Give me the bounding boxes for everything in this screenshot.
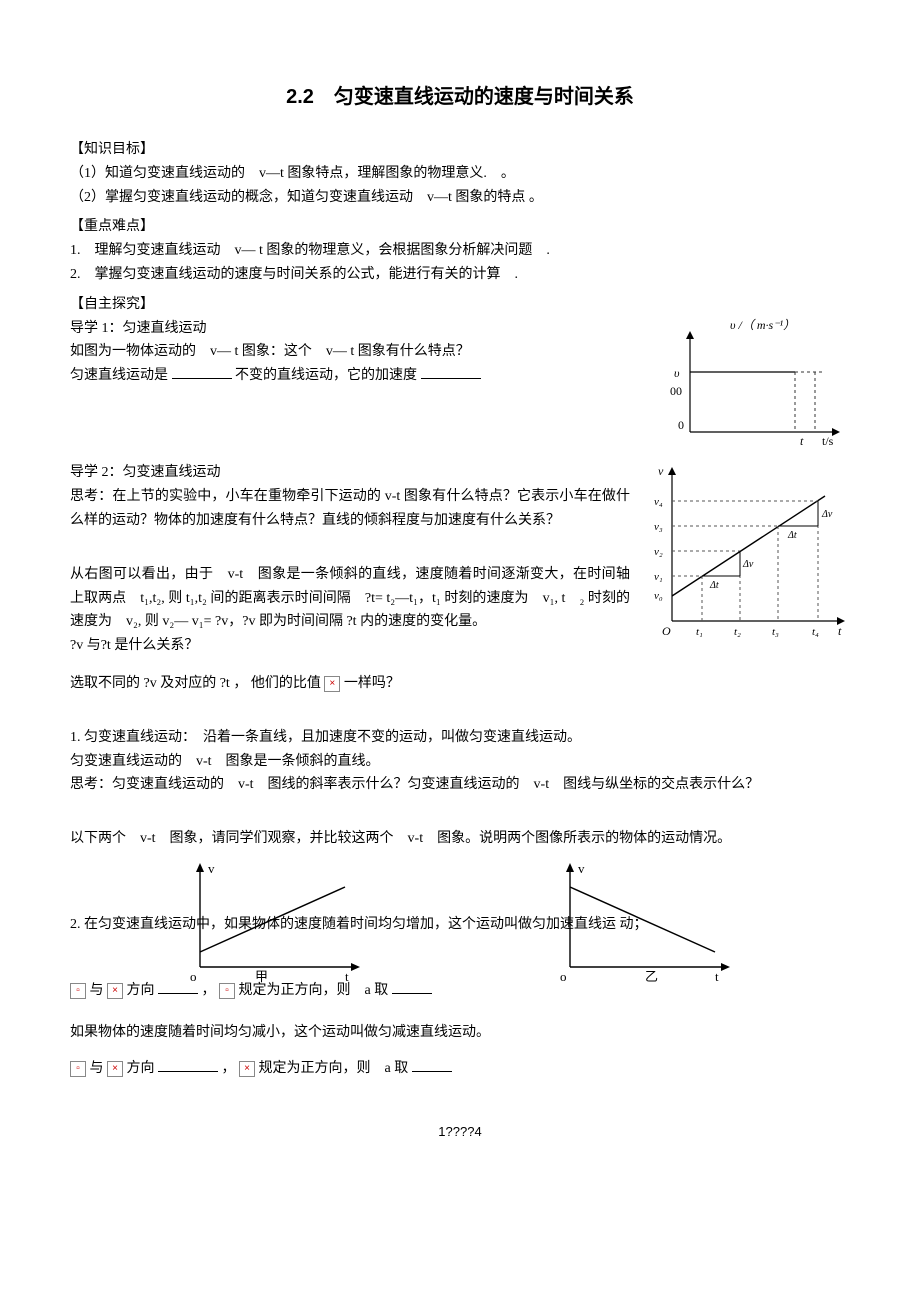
item1-line3: 思考：匀变速直线运动的 v-t 图线的斜率表示什么？匀变速直线运动的 v-t 图… <box>70 773 850 797</box>
svg-text:t₁: t₁ <box>696 626 703 638</box>
item1-line1: 1. 匀变速直线运动： 沿着一条直线，且加速度不变的运动，叫做匀变速直线运动。 <box>70 726 850 750</box>
svg-text:υ: υ <box>674 366 680 380</box>
svg-text:Δv: Δv <box>742 559 754 570</box>
blank-field <box>158 1057 218 1072</box>
blank-field <box>172 364 232 379</box>
item2-line1: 2. 在匀变速直线运动中，如果物体的速度随着时间均匀增加，这个运动叫做匀加速直线… <box>70 913 850 937</box>
svg-text:Δt: Δt <box>787 530 797 541</box>
svg-text:v: v <box>578 861 585 876</box>
blank-field <box>421 364 481 379</box>
svg-text:v: v <box>208 861 215 876</box>
svg-text:v: v <box>658 464 664 478</box>
fill-line-a: ▫ 与 × 方向 ， ▫ 规定为正方向，则 a 取 <box>70 979 850 1003</box>
dx2-para4: 选取不同的 ?v 及对应的 ?t ， 他们的比值 × 一样吗？ <box>70 672 850 696</box>
svg-text:t₃: t₃ <box>772 626 779 638</box>
svg-text:v₂: v₂ <box>654 546 663 558</box>
graph1-ylabel: υ /（ m·s⁻¹） <box>730 318 795 332</box>
keypoint-1: 1. 理解匀变速直线运动 v— t 图象的物理意义，会根据图象分析解决问题 . <box>70 239 850 263</box>
missing-image-icon: × <box>239 1061 255 1077</box>
page-title: 2.2 匀变速直线运动的速度与时间关系 <box>70 80 850 114</box>
goal-1: （1）知道匀变速直线运动的 v—t 图象特点，理解图象的物理意义. 。 <box>70 162 850 186</box>
missing-image-icon: × <box>324 676 340 692</box>
svg-text:t₂: t₂ <box>734 626 741 638</box>
keypoint-2: 2. 掌握匀变速直线运动的速度与时间关系的公式，能进行有关的计算 . <box>70 263 850 287</box>
graph-accelerated-motion: v v₄ v₃ v₂ v₁ v₀ O t₁ t₂ t₃ t₄ t Δt Δv Δ… <box>640 461 850 650</box>
svg-text:t: t <box>838 624 842 638</box>
keypoints-heading: 【重点难点】 <box>70 215 850 239</box>
svg-text:v₁: v₁ <box>654 571 663 583</box>
blank-field <box>412 1057 452 1072</box>
graph-constant-velocity: υ /（ m·s⁻¹） υ 00 0 t t/s <box>660 317 850 456</box>
svg-text:v₃: v₃ <box>654 521 663 533</box>
svg-text:v₀: v₀ <box>654 590 663 602</box>
self-study-heading: 【自主探究】 <box>70 293 850 317</box>
svg-text:v₄: v₄ <box>654 496 663 508</box>
svg-text:t: t <box>800 434 804 447</box>
missing-image-icon: × <box>107 1061 123 1077</box>
svg-text:00: 00 <box>670 384 682 398</box>
item1-line2: 匀变速直线运动的 v-t 图象是一条倾斜的直线。 <box>70 750 850 774</box>
item2-line2: 如果物体的速度随着时间均匀减小，这个运动叫做匀减速直线运动。 <box>70 1021 850 1045</box>
svg-text:O: O <box>662 624 671 638</box>
missing-image-icon: ▫ <box>70 1061 86 1077</box>
svg-text:t/s: t/s <box>822 434 834 447</box>
missing-image-icon: × <box>107 983 123 999</box>
page-footer: 1????4 <box>70 1121 850 1143</box>
svg-text:t₄: t₄ <box>812 626 819 638</box>
compare-paragraph: 以下两个 v-t 图象，请同学们观察，并比较这两个 v-t 图象。说明两个图像所… <box>70 827 850 851</box>
missing-image-icon: ▫ <box>219 983 235 999</box>
blank-field <box>158 979 198 994</box>
svg-text:Δv: Δv <box>821 509 833 520</box>
missing-image-icon: ▫ <box>70 983 86 999</box>
svg-text:Δt: Δt <box>709 580 719 591</box>
goal-2: （2）掌握匀变速直线运动的概念，知道匀变速直线运动 v—t 图象的特点 。 <box>70 186 850 210</box>
svg-text:0: 0 <box>678 418 684 432</box>
blank-field <box>392 979 432 994</box>
fill-line-b: ▫ 与 × 方向 ， × 规定为正方向，则 a 取 <box>70 1057 850 1081</box>
goals-heading: 【知识目标】 <box>70 138 850 162</box>
